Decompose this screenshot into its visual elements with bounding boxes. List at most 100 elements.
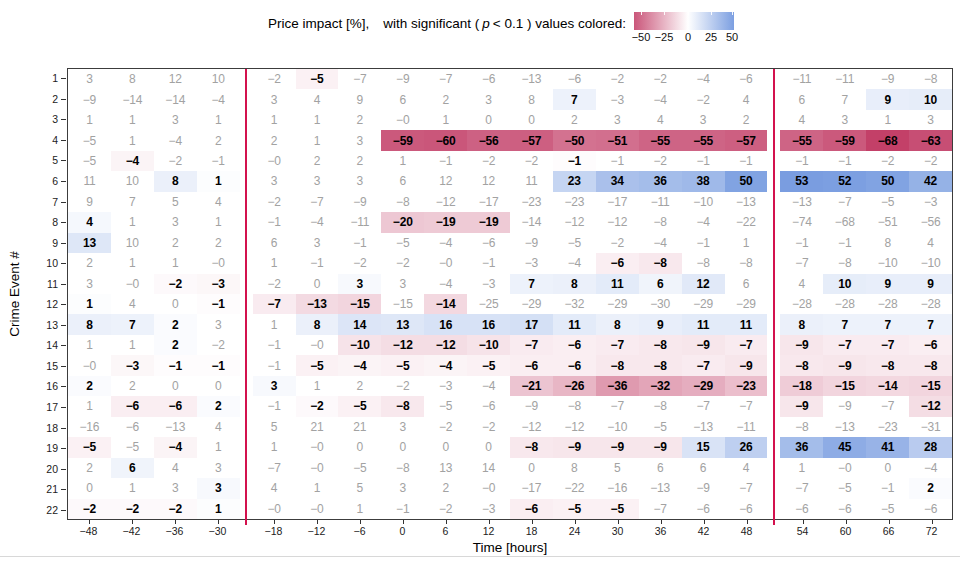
- heatmap-cell: 12: [467, 171, 510, 191]
- heatmap-cell: −1: [866, 478, 909, 498]
- heatmap-cell: −3: [510, 253, 553, 273]
- heatmap-cell: −9: [780, 396, 823, 416]
- heatmap-cell: 9: [639, 314, 682, 334]
- heatmap-cell: −5: [338, 458, 381, 478]
- heatmap-cell: −5: [596, 499, 639, 519]
- heatmap-cell: 13: [381, 314, 424, 334]
- heatmap-cell: −0: [253, 499, 296, 519]
- heatmap-cell: 4: [780, 274, 823, 294]
- heatmap-cell: 7: [510, 274, 553, 294]
- heatmap-cell: −7: [682, 355, 725, 375]
- heatmap-cell: −7: [780, 478, 823, 498]
- title-part1: Price impact [%],: [268, 16, 369, 31]
- heatmap-cell: −11: [338, 212, 381, 232]
- heatmap-cell: −21: [510, 376, 553, 396]
- colorbar-tick-label: −50: [632, 31, 651, 43]
- heatmap-cell: −4: [909, 458, 952, 478]
- heatmap-cell: −2: [424, 499, 467, 519]
- colorbar-tick-mark: [732, 12, 733, 15]
- heatmap-cell: 3: [823, 110, 866, 130]
- heatmap-cell: −16: [68, 417, 111, 437]
- heatmap-cell: −12: [381, 335, 424, 355]
- heatmap-cell: 41: [866, 437, 909, 457]
- heatmap-cell: −14: [424, 294, 467, 314]
- x-tick-label: −30: [196, 525, 239, 538]
- heatmap-cell: −8: [780, 355, 823, 375]
- heatmap-cell: −3: [111, 355, 154, 375]
- heatmap-cell: −7: [596, 335, 639, 355]
- heatmap-cell: 3: [154, 212, 197, 232]
- heatmap-cell: −5: [338, 396, 381, 416]
- heatmap-cell: −5: [296, 355, 339, 375]
- heatmap-cell: −6: [725, 499, 768, 519]
- heatmap-cell: 11: [725, 314, 768, 334]
- heatmap-cell: −23: [553, 192, 596, 212]
- heatmap-cell: −1: [253, 212, 296, 232]
- heatmap-cell: −1: [338, 233, 381, 253]
- heatmap-cell: 6: [381, 89, 424, 109]
- heatmap-cell: −23: [866, 417, 909, 437]
- heatmap-cell: −12: [553, 212, 596, 232]
- heatmap-cell: −6: [510, 355, 553, 375]
- heatmap-cell: −2: [381, 253, 424, 273]
- heatmap-cell: −8: [725, 253, 768, 273]
- heatmap-cell: 0: [381, 437, 424, 457]
- heatmap-cell: 6: [253, 233, 296, 253]
- heatmap-cell: −9: [381, 69, 424, 89]
- heatmap-cell: −5: [296, 69, 339, 89]
- heatmap-cell: −8: [909, 355, 952, 375]
- heatmap-cell: 6: [111, 458, 154, 478]
- heatmap-cell: −6: [467, 69, 510, 89]
- heatmap-cell: 26: [725, 437, 768, 457]
- heatmap-cell: 9: [68, 192, 111, 212]
- heatmap-cell: −17: [467, 192, 510, 212]
- heatmap-cell: −6: [111, 417, 154, 437]
- heatmap-cell: 1: [111, 212, 154, 232]
- heatmap-cell: −12: [424, 335, 467, 355]
- heatmap-cell: 6: [725, 274, 768, 294]
- heatmap-cell: 3: [381, 417, 424, 437]
- heatmap-cell: 11: [682, 314, 725, 334]
- heatmap-cell: −6: [467, 233, 510, 253]
- heatmap-cell: 8: [154, 171, 197, 191]
- heatmap-cell: 16: [424, 314, 467, 334]
- heatmap-cell: −5: [823, 478, 866, 498]
- x-tick-label: 30: [596, 525, 639, 538]
- heatmap-cell: −6: [909, 499, 952, 519]
- heatmap-cell: −8: [639, 212, 682, 232]
- heatmap-cell: 5: [596, 458, 639, 478]
- heatmap-cell: −1: [381, 499, 424, 519]
- heatmap-cell: 4: [725, 89, 768, 109]
- heatmap-cell: 8: [111, 69, 154, 89]
- heatmap-cell: −10: [338, 335, 381, 355]
- x-tick-label: 24: [553, 525, 596, 538]
- heatmap-cell: −8: [381, 192, 424, 212]
- heatmap-cell: 11: [510, 171, 553, 191]
- colorbar-tick-mark: [641, 12, 642, 15]
- heatmap-cell: 1: [253, 314, 296, 334]
- heatmap-cell: −1: [253, 335, 296, 355]
- heatmap-cell: 21: [338, 417, 381, 437]
- heatmap-cell: 50: [725, 171, 768, 191]
- heatmap-cell: −5: [866, 192, 909, 212]
- heatmap-cell: −6: [596, 253, 639, 273]
- heatmap-cell: −6: [553, 69, 596, 89]
- heatmap-cell: −17: [510, 478, 553, 498]
- heatmap-cell: −11: [725, 417, 768, 437]
- heatmap-cell: −57: [510, 130, 553, 150]
- heatmap-cell: −23: [510, 192, 553, 212]
- heatmap-cell: −8: [909, 69, 952, 89]
- heatmap-cell: −9: [780, 335, 823, 355]
- heatmap-cell: 7: [909, 314, 952, 334]
- heatmap-cell: 1: [253, 437, 296, 457]
- heatmap-cell: −5: [467, 355, 510, 375]
- heatmap-cell: −1: [296, 253, 339, 273]
- heatmap-cell: −7: [823, 192, 866, 212]
- x-tick-label: −12: [295, 525, 338, 538]
- heatmap-cell: 0: [510, 458, 553, 478]
- heatmap-cell: 6: [639, 458, 682, 478]
- heatmap-cell: 14: [338, 314, 381, 334]
- heatmap-cell: 4: [68, 212, 111, 232]
- x-tick-label: −48: [67, 525, 110, 538]
- x-tick-label: 0: [381, 525, 424, 538]
